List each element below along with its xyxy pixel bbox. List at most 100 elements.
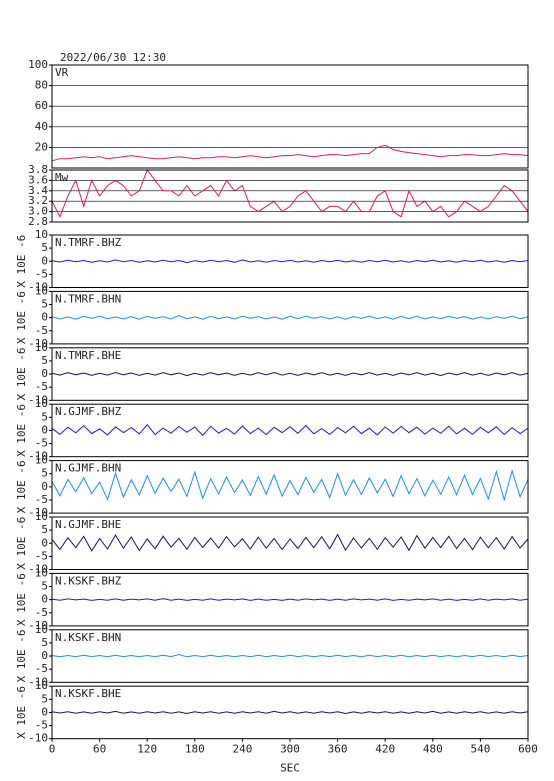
y-tick-label: 0 <box>41 254 48 267</box>
x-tick-label: 540 <box>470 743 490 756</box>
y-tick-label: -10 <box>28 506 48 519</box>
y-tick-label: 0 <box>41 311 48 324</box>
y-axis-label: X 10E -6 <box>15 686 28 739</box>
y-tick-label: 60 <box>35 99 48 112</box>
y-tick-label: -10 <box>28 393 48 406</box>
y-tick-label: 10 <box>35 510 48 523</box>
y-tick-label: -10 <box>28 675 48 688</box>
x-tick-label: 420 <box>375 743 395 756</box>
panel-label: N.KSKF.BHZ <box>55 574 122 587</box>
y-axis-label: X 10E -6 <box>15 517 28 570</box>
trace <box>51 371 529 377</box>
x-tick-label: 60 <box>93 743 106 756</box>
panel-label: N.TMRF.BHN <box>55 292 121 305</box>
y-tick-label: 10 <box>35 397 48 410</box>
y-tick-label: -5 <box>35 324 48 337</box>
y-axis-label: X 10E -6 <box>15 404 28 457</box>
chart-title: 2022/06/30 12:30 <box>60 51 166 64</box>
y-tick-label: 10 <box>35 341 48 354</box>
y-tick-label: 2.8 <box>28 215 48 228</box>
y-axis-label: X 10E -6 <box>15 630 28 683</box>
x-tick-label: 240 <box>232 743 252 756</box>
y-tick-label: -5 <box>35 662 48 675</box>
panel-label: N.KSKF.BHE <box>55 687 121 700</box>
y-tick-label: 5 <box>41 580 48 593</box>
y-tick-label: 5 <box>41 523 48 536</box>
y-tick-label: 0 <box>41 480 48 493</box>
trace <box>51 598 529 601</box>
x-tick-label: 120 <box>137 743 157 756</box>
panel-label: N.TMRF.BHZ <box>55 236 122 249</box>
y-tick-label: 0 <box>41 367 48 380</box>
y-axis-label: X 10E -6 <box>15 460 28 513</box>
panel-label: N.GJMF.BHZ <box>55 405 122 418</box>
y-tick-label: 3.2 <box>28 194 48 207</box>
x-tick-label: 180 <box>185 743 205 756</box>
trace <box>51 314 529 320</box>
y-tick-label: 3.4 <box>28 184 48 197</box>
y-tick-label: 10 <box>35 284 48 297</box>
panel-label: N.GJMF.BHN <box>55 462 121 475</box>
panel-frame <box>51 685 529 740</box>
y-tick-label: 5 <box>41 467 48 480</box>
y-tick-label: -10 <box>28 281 48 294</box>
trace <box>51 168 529 219</box>
trace <box>51 259 529 264</box>
y-tick-label: 0 <box>41 536 48 549</box>
y-axis-label: X 10E -6 <box>15 235 28 288</box>
x-tick-label: 480 <box>423 743 443 756</box>
panel-frame <box>51 516 529 570</box>
y-tick-label: -5 <box>35 606 48 619</box>
y-tick-label: -10 <box>28 732 48 745</box>
y-tick-label: -5 <box>35 437 48 450</box>
y-tick-label: 80 <box>35 79 48 92</box>
y-tick-label: -10 <box>28 450 48 463</box>
y-tick-label: 5 <box>41 354 48 367</box>
y-axis-label: X 10E -6 <box>15 348 28 401</box>
y-tick-label: -10 <box>28 337 48 350</box>
x-tick-label: 360 <box>328 743 348 756</box>
y-tick-label: 3.6 <box>28 173 48 186</box>
y-tick-label: 10 <box>35 566 48 579</box>
y-axis-label: X 10E -6 <box>15 573 28 626</box>
x-tick-label: 0 <box>49 743 56 756</box>
y-tick-label: 40 <box>35 120 48 133</box>
y-tick-label: 5 <box>41 636 48 649</box>
y-tick-label: 0 <box>41 705 48 718</box>
panel-label: N.KSKF.BHN <box>55 631 121 644</box>
y-tick-label: -5 <box>35 549 48 562</box>
panel-frame <box>51 403 529 458</box>
panel-frame <box>51 290 529 345</box>
panel-frame <box>51 64 529 169</box>
y-tick-label: 5 <box>41 692 48 705</box>
panel-label: N.GJMF.BHE <box>55 518 121 531</box>
trace <box>51 710 529 715</box>
y-tick-label: 0 <box>41 649 48 662</box>
trace <box>51 653 529 658</box>
x-tick-label: 600 <box>518 743 538 756</box>
x-tick-label: 300 <box>280 743 300 756</box>
y-tick-label: 20 <box>35 140 48 153</box>
y-tick-label: 5 <box>41 410 48 423</box>
y-tick-label: 100 <box>28 58 48 71</box>
y-tick-label: 0 <box>41 423 48 436</box>
trace <box>51 423 529 437</box>
y-tick-label: 5 <box>41 298 48 311</box>
trace <box>51 533 529 552</box>
y-tick-label: 10 <box>35 228 48 241</box>
panel-frame <box>51 347 529 401</box>
y-tick-label: 10 <box>35 623 48 636</box>
y-tick-label: 10 <box>35 679 48 692</box>
y-tick-label: 10 <box>35 454 48 467</box>
y-tick-label: 3.8 <box>28 163 48 176</box>
y-tick-label: -5 <box>35 380 48 393</box>
x-axis-label: SEC <box>280 762 300 775</box>
panel-frame <box>51 169 529 223</box>
y-tick-label: 0 <box>41 593 48 606</box>
panel-label: Mw <box>55 171 69 184</box>
panel-frame <box>51 629 529 683</box>
panel-label: VR <box>55 66 69 79</box>
panel-frame <box>51 234 529 288</box>
y-tick-label: -10 <box>28 563 48 576</box>
